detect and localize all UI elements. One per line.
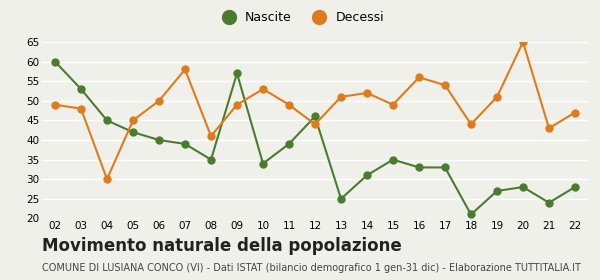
Text: Movimento naturale della popolazione: Movimento naturale della popolazione bbox=[42, 237, 402, 255]
Legend: Nascite, Decessi: Nascite, Decessi bbox=[211, 6, 389, 29]
Text: COMUNE DI LUSIANA CONCO (VI) - Dati ISTAT (bilancio demografico 1 gen-31 dic) - : COMUNE DI LUSIANA CONCO (VI) - Dati ISTA… bbox=[42, 263, 581, 273]
